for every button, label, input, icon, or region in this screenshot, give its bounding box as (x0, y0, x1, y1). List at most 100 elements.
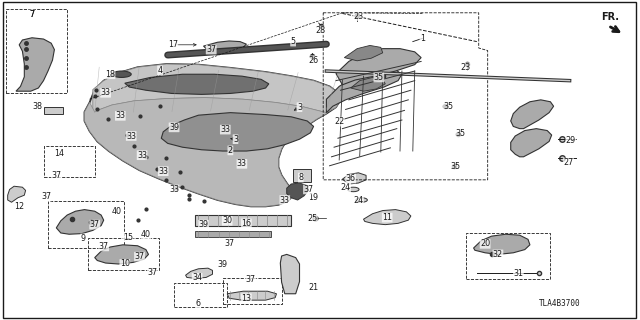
Ellipse shape (348, 187, 359, 192)
Polygon shape (344, 45, 383, 61)
Polygon shape (342, 173, 366, 184)
Text: 39: 39 (169, 123, 179, 132)
Text: 37: 37 (41, 192, 51, 201)
Text: 11: 11 (382, 213, 392, 222)
Text: 2: 2 (228, 146, 233, 155)
Text: 39: 39 (198, 220, 209, 229)
Text: 7: 7 (29, 10, 35, 19)
Text: 1: 1 (420, 34, 425, 43)
Text: 27: 27 (563, 158, 573, 167)
Text: 16: 16 (241, 219, 252, 228)
Text: 37: 37 (246, 275, 256, 284)
Polygon shape (280, 254, 300, 294)
Polygon shape (84, 64, 340, 206)
Text: 4: 4 (157, 66, 163, 75)
Text: 36: 36 (346, 174, 356, 183)
Text: 40: 40 (141, 230, 151, 239)
Polygon shape (125, 74, 269, 94)
Polygon shape (95, 245, 148, 264)
Text: 14: 14 (54, 149, 64, 158)
Text: 19: 19 (308, 193, 319, 202)
Text: 24: 24 (353, 196, 364, 204)
Text: 37: 37 (147, 268, 157, 277)
Ellipse shape (356, 198, 367, 202)
Bar (195, 231, 271, 237)
Text: 37: 37 (99, 242, 109, 251)
Text: 22: 22 (334, 117, 344, 126)
Text: 31: 31 (513, 269, 524, 278)
Text: 35: 35 (443, 102, 453, 111)
Text: 10: 10 (120, 260, 130, 268)
Text: 12: 12 (14, 202, 24, 211)
Polygon shape (56, 210, 104, 234)
Polygon shape (84, 93, 340, 206)
Text: 33: 33 (237, 159, 247, 168)
Text: 33: 33 (100, 88, 111, 97)
Text: 39: 39 (218, 260, 228, 269)
Bar (88, 238, 159, 270)
Text: 21: 21 (308, 283, 319, 292)
Text: 33: 33 (280, 196, 290, 204)
Text: 26: 26 (308, 56, 319, 65)
Polygon shape (326, 68, 402, 113)
Polygon shape (474, 234, 530, 254)
Polygon shape (16, 38, 54, 91)
Bar (44, 146, 95, 177)
Polygon shape (364, 210, 411, 225)
Bar (6, 9, 67, 93)
Polygon shape (161, 113, 314, 151)
Text: 35: 35 (374, 73, 384, 82)
Text: 3: 3 (233, 135, 238, 144)
Text: 35: 35 (451, 162, 461, 171)
Text: 7: 7 (29, 10, 35, 19)
Polygon shape (227, 291, 276, 300)
Text: 37: 37 (90, 220, 100, 229)
Polygon shape (93, 64, 340, 115)
Text: 25: 25 (307, 214, 317, 223)
Text: 32: 32 (493, 250, 503, 259)
Text: 40: 40 (111, 207, 122, 216)
Bar (48, 201, 124, 248)
Polygon shape (511, 100, 554, 129)
Polygon shape (351, 77, 385, 91)
Text: 15: 15 (123, 233, 133, 242)
Text: 7: 7 (29, 10, 35, 19)
Text: 37: 37 (224, 239, 234, 248)
Polygon shape (204, 41, 246, 50)
Polygon shape (336, 49, 421, 85)
Text: 37: 37 (51, 171, 61, 180)
Text: 29: 29 (566, 136, 576, 145)
Bar (223, 278, 282, 304)
Text: 33: 33 (126, 132, 136, 140)
Text: 30: 30 (222, 216, 232, 225)
Text: 33: 33 (220, 125, 230, 134)
Bar (174, 283, 227, 307)
Text: 24: 24 (340, 183, 351, 192)
Text: 37: 37 (303, 185, 314, 194)
Text: 20: 20 (480, 239, 490, 248)
Text: 23: 23 (353, 12, 364, 20)
Text: 28: 28 (315, 26, 325, 35)
Text: 38: 38 (32, 102, 42, 111)
Text: 37: 37 (206, 45, 216, 54)
Polygon shape (511, 129, 552, 157)
Text: 6: 6 (196, 300, 201, 308)
Bar (44, 107, 63, 114)
Text: 34: 34 (192, 273, 202, 282)
Bar (466, 233, 550, 279)
Text: 9: 9 (81, 234, 86, 243)
Text: 17: 17 (168, 40, 178, 49)
Text: TLA4B3700: TLA4B3700 (539, 299, 581, 308)
Bar (195, 215, 291, 226)
Text: 13: 13 (241, 294, 252, 303)
Polygon shape (8, 186, 26, 202)
Ellipse shape (112, 71, 131, 77)
Text: 33: 33 (158, 167, 168, 176)
Text: 3: 3 (297, 103, 302, 112)
Text: FR.: FR. (602, 12, 620, 22)
Text: 37: 37 (134, 252, 145, 261)
Text: 5: 5 (291, 37, 296, 46)
Text: 33: 33 (115, 111, 125, 120)
Polygon shape (287, 183, 308, 200)
Text: 35: 35 (456, 129, 466, 138)
